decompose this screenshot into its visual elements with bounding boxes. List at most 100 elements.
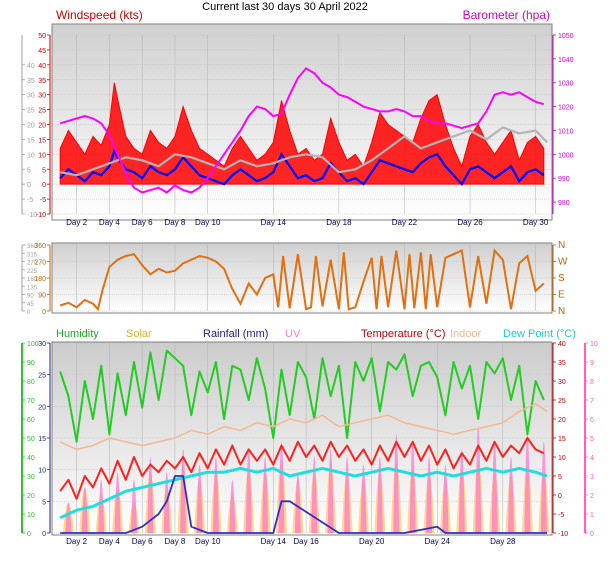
series-temperature-c xyxy=(59,437,545,500)
left-axis-tick-label: 10 xyxy=(38,152,46,159)
humidity-axis-tick-label: 10 xyxy=(27,512,35,519)
rain-axis-tick-label: 25 xyxy=(38,373,46,380)
rain-axis-tick-label: 15 xyxy=(38,436,46,443)
temperature-axis-tick-label: 5 xyxy=(558,474,562,481)
x-tick-label: Day 14 xyxy=(261,537,287,546)
x-tick-label: Day 2 xyxy=(66,537,87,546)
humidity-axis-tick-label: 0 xyxy=(27,531,31,538)
legend-label-temperature-c: Temperature (°C) xyxy=(361,328,445,340)
uv-peak xyxy=(442,464,449,533)
uv-axis-tick-label: 10 xyxy=(590,341,598,348)
uv-peak xyxy=(81,487,88,533)
uv-peak xyxy=(540,441,547,533)
rain-axis-tick-label: 5 xyxy=(42,499,46,506)
temperature-axis-tick-label: -10 xyxy=(558,531,568,538)
outer-left-axis-direction-tick-label: 270 xyxy=(27,261,38,267)
uv-peak xyxy=(311,457,318,533)
x-tick-label: Day 8 xyxy=(164,537,185,546)
right-axis-compass-tick-label: E xyxy=(558,290,565,301)
outer-left-axis-direction-tick-label: 45 xyxy=(27,302,34,308)
x-tick-label: Day 6 xyxy=(132,537,153,546)
legend-label-dew-point-c: Dew Point (°C) xyxy=(503,328,576,340)
right-axis-compass-tick-label: N xyxy=(558,306,565,317)
right-axis-tick-label: 1030 xyxy=(558,81,574,88)
uv-peak xyxy=(98,479,105,533)
humidity-axis-tick-label: 100 xyxy=(27,341,39,348)
humidity-axis-tick-label: 80 xyxy=(27,379,35,386)
temperature-axis-tick-label: 20 xyxy=(558,417,566,424)
right-axis-compass-tick-label: W xyxy=(558,257,568,268)
uv-peak xyxy=(475,426,482,533)
outer-left-axis-direction-tick-label: 180 xyxy=(27,277,38,283)
series-humidity xyxy=(59,349,545,443)
x-tick-label: Day 8 xyxy=(164,218,185,227)
uv-peak xyxy=(409,441,416,533)
axes-temperature: Day 2 Day 4 Day 6 Day 8 Day 10 Day 14 Day 16 Da… xyxy=(21,341,598,546)
series-rainfall-mm xyxy=(60,475,548,534)
left-axis-tick-label: 25 xyxy=(38,108,46,115)
left-axis-tick-label: 50 xyxy=(38,33,46,40)
right-axis-label-barometer: Barometer (hpa) xyxy=(463,8,550,22)
series-wind-direction xyxy=(59,248,545,312)
uv-peak xyxy=(114,472,121,533)
uv-peak xyxy=(344,457,351,533)
left-axis-label-windspeed: Windspeed (kts) xyxy=(56,8,143,22)
x-tick-label: Day 28 xyxy=(490,537,516,546)
outer-left-axis-tick-label: 15 xyxy=(27,137,35,144)
humidity-axis-tick-label: 70 xyxy=(27,398,35,405)
left-axis-tick-label: 30 xyxy=(38,93,46,100)
uv-peak xyxy=(294,472,301,533)
series-average-wind xyxy=(59,148,545,187)
temperature-axis-tick-label: 40 xyxy=(558,341,566,348)
right-axis-compass-tick-label: S xyxy=(558,273,565,284)
x-tick-label: Day 6 xyxy=(132,218,153,227)
x-tick-label: Day 4 xyxy=(99,537,120,546)
right-axis-tick-label: 1040 xyxy=(558,57,574,64)
right-axis-tick-label: 1020 xyxy=(558,105,574,112)
left-axis-tick-label: 20 xyxy=(38,123,46,130)
legend-label-humidity: Humidity xyxy=(56,328,99,340)
uv-axis-tick-label: 9 xyxy=(590,360,594,367)
temperature-axis-tick-label: 15 xyxy=(558,436,566,443)
uv-peak xyxy=(426,457,433,533)
series-indoor xyxy=(59,403,548,451)
x-tick-label: Day 2 xyxy=(66,218,87,227)
uv-axis-tick-label: 5 xyxy=(590,436,594,443)
humidity-axis-tick-label: 60 xyxy=(27,417,35,424)
uv-peak xyxy=(458,449,465,533)
x-tick-label: Day 4 xyxy=(99,218,120,227)
right-axis-tick-label: 1010 xyxy=(558,128,574,135)
rain-axis-tick-label: 20 xyxy=(38,404,46,411)
left-axis-tick-label: -10 xyxy=(36,212,46,219)
x-tick-label: Day 18 xyxy=(326,218,352,227)
temperature-axis-tick-label: 35 xyxy=(558,360,566,367)
uv-peak xyxy=(65,502,72,533)
humidity-axis-tick-label: 50 xyxy=(27,436,35,443)
outer-left-axis-tick-label: 20 xyxy=(27,123,35,130)
left-axis-tick-label: 15 xyxy=(38,137,46,144)
x-tick-label: Day 20 xyxy=(359,537,385,546)
outer-left-axis-direction-tick-label: 90 xyxy=(27,294,34,300)
outer-left-axis-tick-label: 35 xyxy=(27,78,35,85)
x-tick-label: Day 22 xyxy=(392,218,418,227)
x-tick-label: Day 14 xyxy=(261,218,287,227)
left-axis-direction-tick-label: 90 xyxy=(38,293,46,300)
humidity-axis-tick-label: 90 xyxy=(27,360,35,367)
uv-axis-tick-label: 2 xyxy=(590,493,594,500)
humidity-axis-tick-label: 40 xyxy=(27,455,35,462)
rain-axis-tick-label: 30 xyxy=(38,341,46,348)
uv-axis-tick-label: 4 xyxy=(590,455,594,462)
outer-left-axis-tick-label: 5 xyxy=(27,167,31,174)
left-axis-direction-tick-label: 180 xyxy=(34,276,46,283)
uv-peak xyxy=(508,457,515,533)
uv-peak xyxy=(229,479,236,533)
x-tick-label: Day 24 xyxy=(425,537,451,546)
right-axis-tick-label: 980 xyxy=(558,200,570,207)
legend-label-uv: UV xyxy=(285,328,301,340)
uv-peak xyxy=(130,479,137,533)
series-direction xyxy=(59,248,545,312)
x-tick-label: Day 10 xyxy=(195,537,221,546)
x-tick-label: Day 26 xyxy=(457,218,483,227)
